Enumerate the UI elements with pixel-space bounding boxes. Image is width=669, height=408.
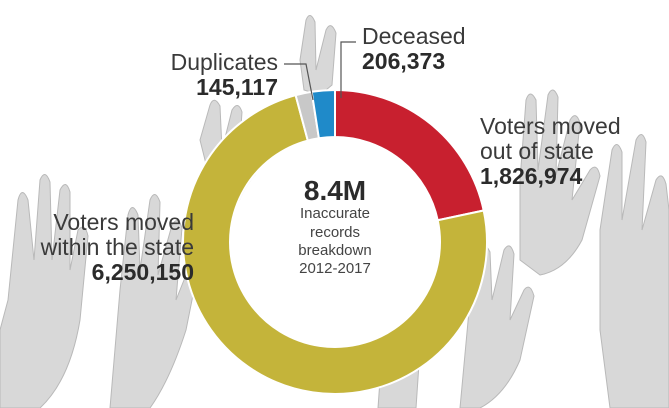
duplicates-label: Duplicates 145,117 [150, 50, 278, 100]
out-of-state-label: Voters moved out of state 1,826,974 [480, 114, 621, 188]
deceased-label: Deceased 206,373 [362, 24, 466, 74]
out-of-state-title-2: out of state [480, 137, 594, 164]
within-state-label: Voters moved within the state 6,250,150 [10, 210, 194, 284]
deceased-title: Deceased [362, 23, 466, 49]
center-caption-3: breakdown [298, 241, 372, 259]
within-state-title-2: within the state [40, 233, 194, 260]
donut-center: 8.4M Inaccurate records breakdown 2012-2… [270, 176, 400, 279]
out-of-state-title-1: Voters moved [480, 113, 621, 139]
duplicates-value: 145,117 [196, 73, 278, 100]
center-caption-2: records [309, 223, 361, 241]
center-caption-4: 2012-2017 [299, 260, 371, 278]
donut-slice-voters-moved-within-the-state [182, 93, 488, 395]
total-label: 8.4M [303, 175, 367, 206]
donut-slice-deceased [310, 88, 336, 140]
center-caption-1: Inaccurate [299, 205, 371, 223]
deceased-value: 206,373 [362, 47, 446, 74]
deceased-leader-line [340, 41, 356, 98]
duplicates-title: Duplicates [170, 49, 278, 75]
within-state-value: 6,250,150 [91, 258, 194, 285]
donut-hole [231, 138, 439, 346]
within-state-title-1: Voters moved [53, 209, 194, 235]
out-of-state-value: 1,826,974 [480, 162, 583, 189]
duplicates-leader-line [284, 63, 314, 101]
